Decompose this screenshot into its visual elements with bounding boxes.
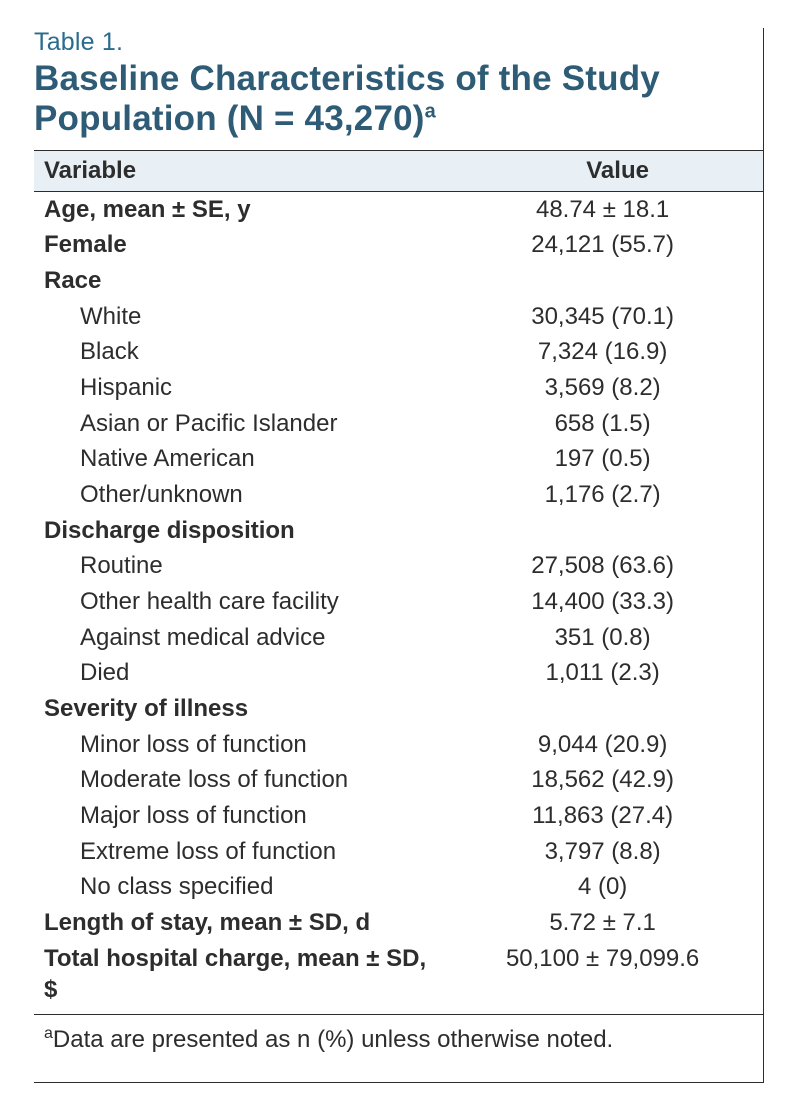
row-variable: Against medical advice (34, 620, 442, 656)
table-row: Died1,011 (2.3) (34, 655, 763, 691)
footnote-text: Data are presented as n (%) unless other… (53, 1026, 613, 1053)
row-value: 9,044 (20.9) (442, 727, 763, 763)
table-title-text: Baseline Characteristics of the Study Po… (34, 59, 660, 138)
row-value: 50,100 ± 79,099.6 (442, 941, 763, 1015)
table-row: Native American197 (0.5) (34, 441, 763, 477)
table-label: Table 1. (34, 28, 763, 57)
row-variable: Other health care facility (34, 584, 442, 620)
table-row: Asian or Pacific Islander658 (1.5) (34, 406, 763, 442)
table-row: Minor loss of function9,044 (20.9) (34, 727, 763, 763)
row-variable: Hispanic (34, 370, 442, 406)
row-variable: Died (34, 655, 442, 691)
row-value: 24,121 (55.7) (442, 227, 763, 263)
row-value: 1,176 (2.7) (442, 477, 763, 513)
table-row: No class specified4 (0) (34, 869, 763, 905)
table-body: Age, mean ± SE, y48.74 ± 18.1Female24,12… (34, 191, 763, 1014)
row-value: 658 (1.5) (442, 406, 763, 442)
baseline-characteristics-table: Variable Value Age, mean ± SE, y48.74 ± … (34, 150, 763, 1015)
row-variable: White (34, 299, 442, 335)
row-variable: Race (34, 263, 442, 299)
row-value: 48.74 ± 18.1 (442, 191, 763, 227)
row-variable: Minor loss of function (34, 727, 442, 763)
row-value: 351 (0.8) (442, 620, 763, 656)
table-title: Baseline Characteristics of the Study Po… (34, 59, 763, 140)
row-value (442, 691, 763, 727)
table-row: Race (34, 263, 763, 299)
table-row: Other health care facility14,400 (33.3) (34, 584, 763, 620)
row-value: 18,562 (42.9) (442, 762, 763, 798)
row-variable: Total hospital charge, mean ± SD, $ (34, 941, 442, 1015)
row-variable: Black (34, 334, 442, 370)
table-row: Routine27,508 (63.6) (34, 548, 763, 584)
table-footnote: aData are presented as n (%) unless othe… (34, 1015, 763, 1083)
table-row: Against medical advice351 (0.8) (34, 620, 763, 656)
table-row: Age, mean ± SE, y48.74 ± 18.1 (34, 191, 763, 227)
table-row: Other/unknown1,176 (2.7) (34, 477, 763, 513)
row-value: 27,508 (63.6) (442, 548, 763, 584)
row-value: 14,400 (33.3) (442, 584, 763, 620)
table-row: Discharge disposition (34, 513, 763, 549)
row-variable: Female (34, 227, 442, 263)
row-variable: Native American (34, 441, 442, 477)
table-title-sup: a (425, 101, 436, 123)
row-variable: Asian or Pacific Islander (34, 406, 442, 442)
row-variable: Age, mean ± SE, y (34, 191, 442, 227)
row-value: 7,324 (16.9) (442, 334, 763, 370)
row-value: 30,345 (70.1) (442, 299, 763, 335)
table-row: Length of stay, mean ± SD, d5.72 ± 7.1 (34, 905, 763, 941)
table-header-row: Variable Value (34, 150, 763, 191)
row-variable: Other/unknown (34, 477, 442, 513)
row-variable: Length of stay, mean ± SD, d (34, 905, 442, 941)
footnote-sup: a (44, 1025, 53, 1042)
table-row: Moderate loss of function18,562 (42.9) (34, 762, 763, 798)
row-value: 3,797 (8.8) (442, 834, 763, 870)
row-variable: Moderate loss of function (34, 762, 442, 798)
col-header-variable: Variable (34, 150, 442, 191)
row-value: 5.72 ± 7.1 (442, 905, 763, 941)
row-variable: Discharge disposition (34, 513, 442, 549)
table-row: Severity of illness (34, 691, 763, 727)
row-variable: Severity of illness (34, 691, 442, 727)
table-row: Major loss of function11,863 (27.4) (34, 798, 763, 834)
row-value (442, 263, 763, 299)
row-value: 1,011 (2.3) (442, 655, 763, 691)
table-row: White30,345 (70.1) (34, 299, 763, 335)
row-variable: Extreme loss of function (34, 834, 442, 870)
row-variable: Routine (34, 548, 442, 584)
table-row: Total hospital charge, mean ± SD, $50,10… (34, 941, 763, 1015)
row-value: 11,863 (27.4) (442, 798, 763, 834)
row-value (442, 513, 763, 549)
table-row: Extreme loss of function3,797 (8.8) (34, 834, 763, 870)
row-value: 3,569 (8.2) (442, 370, 763, 406)
row-variable: Major loss of function (34, 798, 442, 834)
row-value: 4 (0) (442, 869, 763, 905)
row-variable: No class specified (34, 869, 442, 905)
table-figure: Table 1. Baseline Characteristics of the… (0, 0, 798, 1111)
col-header-value: Value (442, 150, 763, 191)
table-wrap: Table 1. Baseline Characteristics of the… (34, 28, 764, 1083)
row-value: 197 (0.5) (442, 441, 763, 477)
table-row: Hispanic3,569 (8.2) (34, 370, 763, 406)
table-row: Female24,121 (55.7) (34, 227, 763, 263)
table-row: Black7,324 (16.9) (34, 334, 763, 370)
